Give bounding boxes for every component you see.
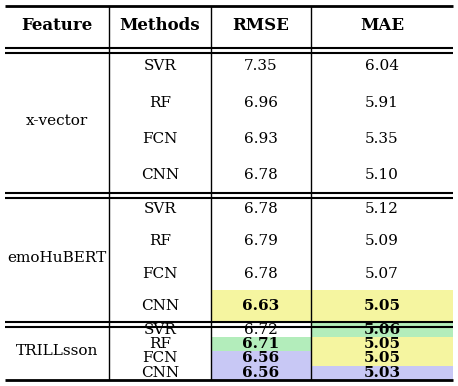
Text: 6.56: 6.56 [242,352,279,366]
Bar [211,290,311,322]
Text: SVR: SVR [143,202,176,216]
Text: 6.04: 6.04 [365,59,399,73]
Text: 6.78: 6.78 [244,168,278,182]
Text: 5.05: 5.05 [364,299,400,313]
Text: RF: RF [149,234,171,249]
Text: MAE: MAE [360,17,404,34]
Text: 5.03: 5.03 [363,366,401,380]
Text: 5.09: 5.09 [365,234,399,249]
Text: TRILLsson: TRILLsson [16,344,98,358]
Text: 7.35: 7.35 [244,59,278,73]
Bar [211,366,311,380]
Text: FCN: FCN [142,132,178,146]
Text: 6.56: 6.56 [242,366,279,380]
Text: 5.91: 5.91 [365,95,399,110]
Text: x-vector: x-vector [26,113,88,128]
Text: FCN: FCN [142,267,178,281]
Text: 5.05: 5.05 [364,337,400,351]
Text: SVR: SVR [143,323,176,337]
Text: CNN: CNN [141,366,179,380]
Text: 6.63: 6.63 [242,299,279,313]
Bar [211,337,311,351]
Text: 5.35: 5.35 [365,132,399,146]
Text: 5.05: 5.05 [364,352,400,366]
Bar [211,351,311,366]
Text: FCN: FCN [142,352,178,366]
Text: 6.96: 6.96 [244,95,278,110]
Text: SVR: SVR [143,59,176,73]
Text: RF: RF [149,95,171,110]
Text: 6.78: 6.78 [244,267,278,281]
Text: 6.93: 6.93 [244,132,278,146]
Text: 5.07: 5.07 [365,267,399,281]
Text: 5.12: 5.12 [365,202,399,216]
Bar [311,322,453,337]
Text: CNN: CNN [141,168,179,182]
Text: 6.79: 6.79 [244,234,278,249]
Text: Feature: Feature [21,17,93,34]
Text: emoHuBERT: emoHuBERT [7,251,106,265]
Text: RMSE: RMSE [232,17,289,34]
Text: RF: RF [149,337,171,351]
Text: 6.71: 6.71 [242,337,279,351]
Text: 5.06: 5.06 [363,323,401,337]
Text: CNN: CNN [141,299,179,313]
Text: Methods: Methods [120,17,200,34]
Bar [311,366,453,380]
Bar [311,351,453,366]
Bar [311,290,453,322]
Text: 6.78: 6.78 [244,202,278,216]
Bar [311,337,453,351]
Text: 6.72: 6.72 [244,323,278,337]
Text: 5.10: 5.10 [365,168,399,182]
